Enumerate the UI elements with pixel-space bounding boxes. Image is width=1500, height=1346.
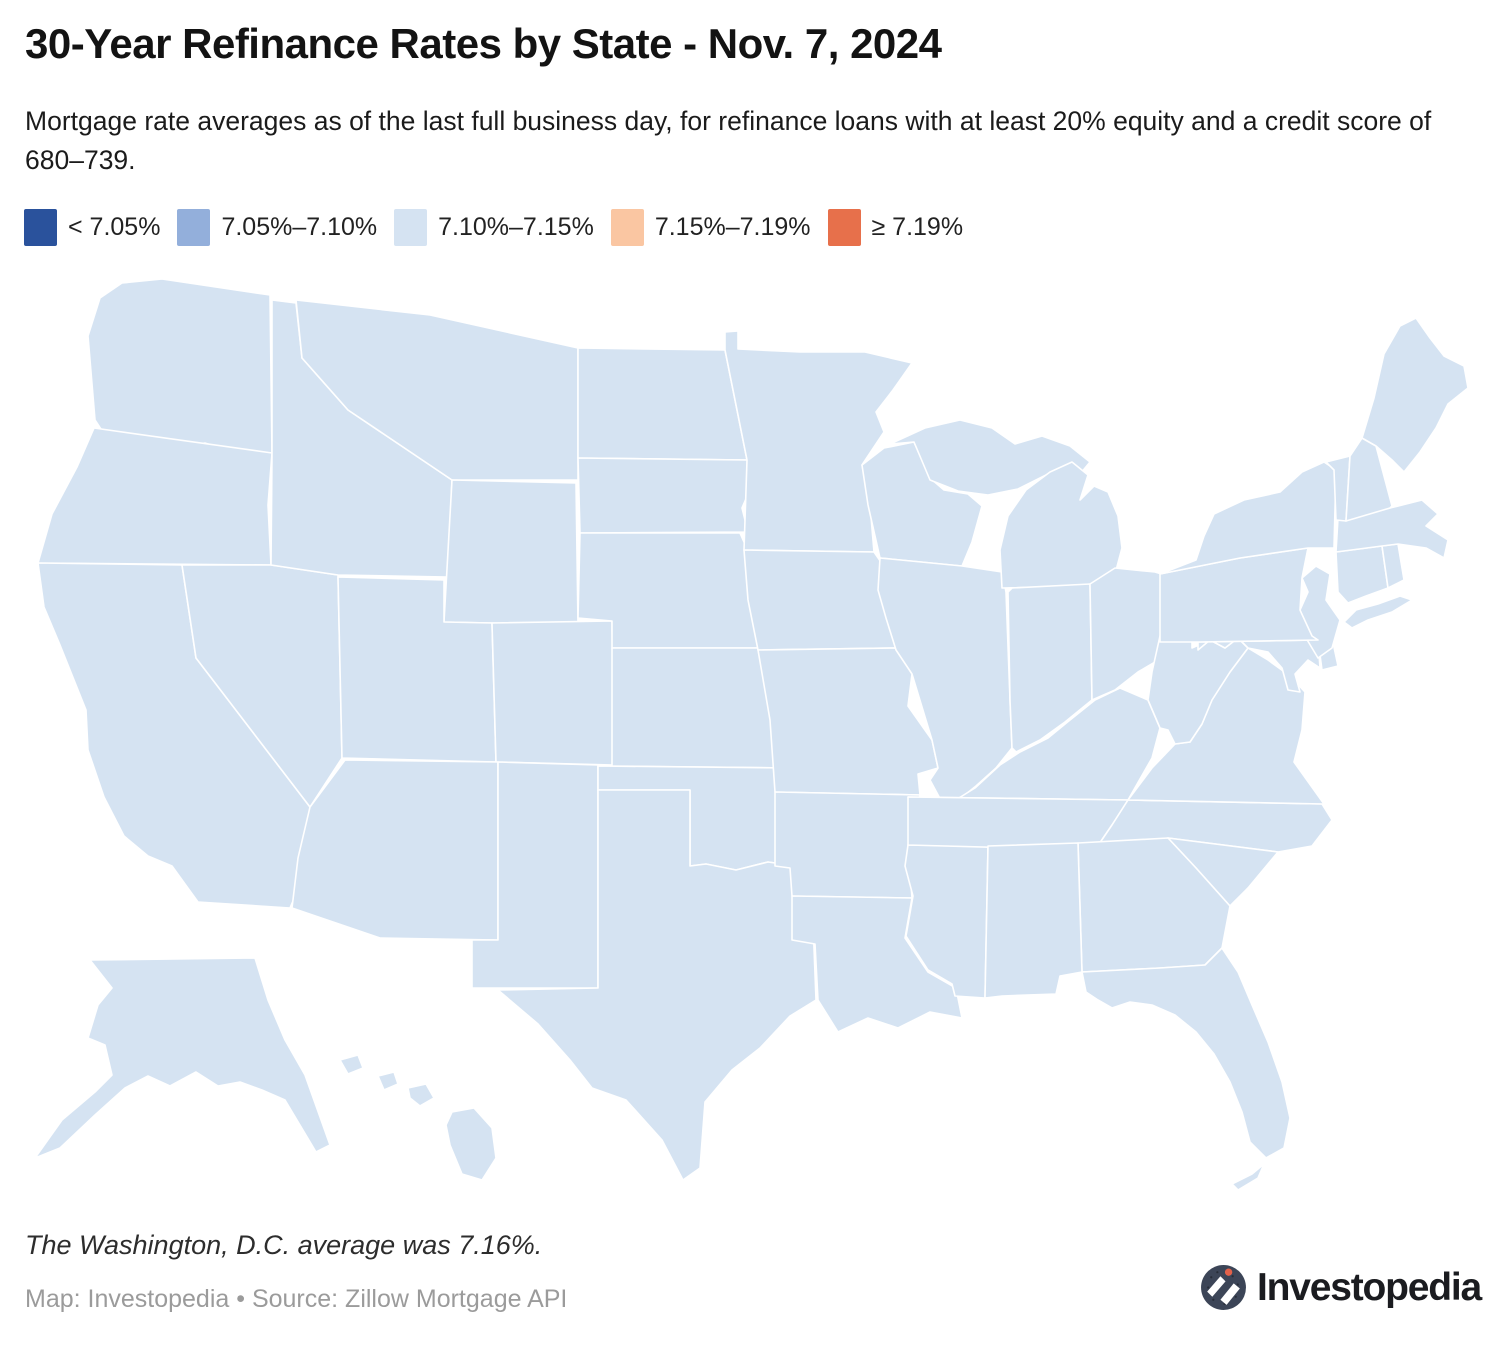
investopedia-logo-mark xyxy=(1207,1276,1226,1297)
legend-swatch-2 xyxy=(394,209,428,246)
subtitle: Mortgage rate averages as of the last fu… xyxy=(25,106,1432,175)
state-fl[interactable] xyxy=(1081,947,1291,1159)
state-vt[interactable] xyxy=(1325,455,1351,522)
state-hi[interactable] xyxy=(339,1054,497,1181)
investopedia-logo-mark xyxy=(1220,1283,1240,1305)
state-ny-long-island[interactable] xyxy=(1343,595,1413,629)
investopedia-logo-circle xyxy=(1201,1265,1246,1310)
state-co[interactable] xyxy=(491,620,615,766)
state-ar[interactable] xyxy=(774,791,921,899)
state-fl-keys[interactable] xyxy=(1231,1163,1265,1191)
investopedia-logo-text: Investopedia xyxy=(1257,1265,1482,1309)
logo-dots xyxy=(1207,1271,1239,1305)
state-nm[interactable] xyxy=(471,761,599,989)
legend-label-3: 7.15%–7.19% xyxy=(654,213,811,241)
state-ak[interactable] xyxy=(34,957,331,1159)
state-mt[interactable] xyxy=(295,299,579,481)
page-title: 30-Year Refinance Rates by State - Nov. … xyxy=(25,20,942,67)
state-me[interactable] xyxy=(1361,317,1469,473)
state-sd[interactable] xyxy=(577,457,753,534)
state-ia[interactable] xyxy=(743,549,903,651)
state-tx[interactable] xyxy=(497,789,817,1181)
state-wa[interactable] xyxy=(87,278,273,456)
legend-swatch-3 xyxy=(610,209,644,246)
legend-swatch-0 xyxy=(24,209,57,246)
state-pa[interactable] xyxy=(1159,547,1319,643)
state-md[interactable] xyxy=(1197,637,1321,693)
state-ky[interactable] xyxy=(907,687,1161,807)
state-ct[interactable] xyxy=(1335,545,1389,604)
legend-label-2: 7.10%–7.15% xyxy=(438,213,594,241)
investopedia-logo-orange-dot xyxy=(1224,1268,1233,1276)
state-nd[interactable] xyxy=(577,347,748,461)
investopedia-logo-icon xyxy=(1201,1265,1246,1310)
legend-swatch-4 xyxy=(827,209,861,246)
legend-item-3: 7.15%–7.19% xyxy=(610,209,811,246)
investopedia-logo[interactable]: Investopedia xyxy=(1199,1263,1482,1312)
legend-item-4: ≥ 7.19% xyxy=(827,209,964,246)
legend: < 7.05% 7.05%–7.10% 7.10%–7.15% 7.15%–7.19%… xyxy=(24,209,980,246)
legend-item-2: 7.10%–7.15% xyxy=(394,209,594,246)
legend-label-4: ≥ 7.19% xyxy=(871,213,964,241)
state-wy[interactable] xyxy=(443,479,579,626)
footnote: The Washington, D.C. average was 7.16%. xyxy=(25,1230,543,1260)
state-la[interactable] xyxy=(791,895,963,1033)
credit: Map: Investopedia • Source: Zillow Mortg… xyxy=(25,1285,568,1313)
legend-label-0: < 7.05% xyxy=(68,213,161,241)
legend-label-1: 7.05%–7.10% xyxy=(221,213,378,241)
state-or[interactable] xyxy=(37,427,273,566)
legend-swatch-1 xyxy=(177,209,211,246)
legend-item-0: < 7.05% xyxy=(24,209,160,246)
state-al[interactable] xyxy=(984,842,1083,999)
legend-item-1: 7.05%–7.10% xyxy=(177,209,377,246)
state-ny[interactable] xyxy=(1159,461,1337,575)
